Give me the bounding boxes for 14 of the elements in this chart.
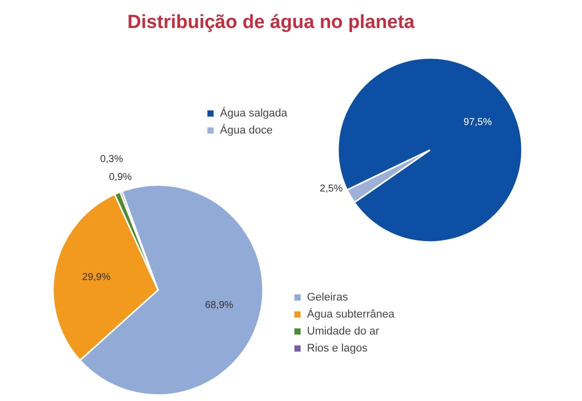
data-label: 0,9% bbox=[108, 172, 132, 184]
data-label: 2,5% bbox=[320, 183, 343, 194]
data-label: 68,9% bbox=[204, 300, 234, 312]
legend-label: Geleiras bbox=[307, 292, 348, 304]
data-label: 97,5% bbox=[464, 117, 492, 128]
chart-title: Distribuição de água no planeta bbox=[127, 12, 416, 33]
legend-label: Umidade do ar bbox=[307, 326, 380, 338]
legend-label: Água subterrânea bbox=[307, 308, 396, 320]
pie-slice bbox=[346, 149, 431, 204]
data-label: 0,3% bbox=[100, 154, 124, 165]
data-label: 29,9% bbox=[82, 272, 111, 284]
legend-label: Rios e lagos bbox=[307, 342, 368, 354]
legend-label: Água doce bbox=[220, 124, 273, 136]
legend-label: Água salgada bbox=[220, 106, 288, 120]
